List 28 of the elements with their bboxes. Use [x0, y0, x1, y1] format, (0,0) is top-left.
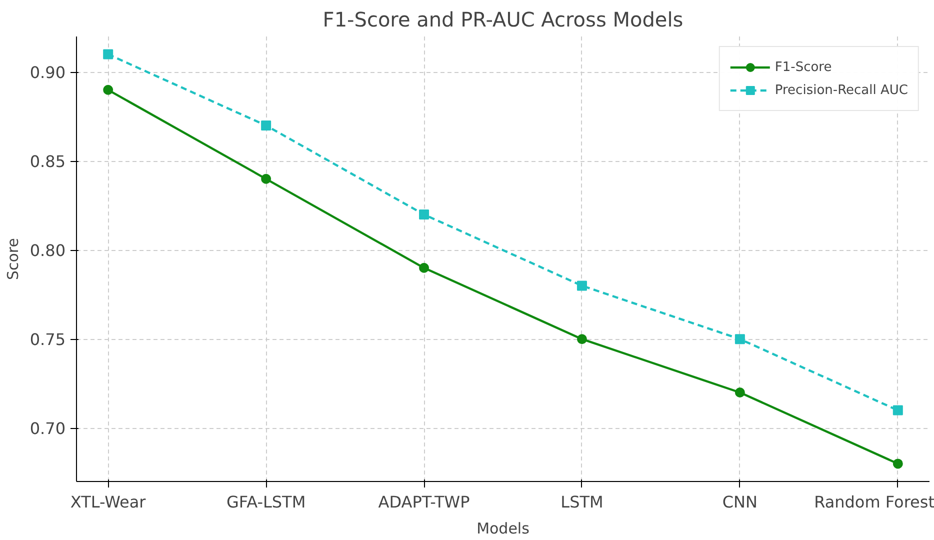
- point: [103, 49, 114, 60]
- y-tick-label: 0.70: [30, 419, 66, 438]
- x-axis-title: Models: [476, 520, 530, 538]
- y-axis-title: Score: [4, 238, 22, 280]
- point: [419, 262, 430, 273]
- point: [576, 334, 587, 344]
- point: [576, 280, 587, 291]
- point: [103, 84, 114, 95]
- x-tick-label: CNN: [722, 492, 758, 512]
- legend-label: F1-Score: [774, 60, 832, 74]
- x-tick-label: LSTM: [560, 492, 604, 512]
- y-tick-label: 0.85: [30, 152, 66, 172]
- x-tick-label: ADAPT-TWP: [378, 492, 470, 512]
- point: [892, 405, 903, 416]
- y-tick-label: 0.80: [30, 241, 66, 260]
- x-tick-label: Random Forest: [814, 492, 934, 512]
- point: [734, 334, 745, 344]
- x-tick-label: XTL-Wear: [70, 492, 146, 512]
- x-tick-label: GFA-LSTM: [226, 492, 306, 512]
- point: [892, 458, 903, 469]
- legend-label: Precision-Recall AUC: [774, 82, 908, 98]
- point: [419, 210, 430, 220]
- y-tick-label: 0.75: [30, 330, 66, 350]
- point: [261, 174, 272, 184]
- point: [261, 120, 272, 130]
- y-tick-label: 0.90: [30, 63, 66, 82]
- point: [734, 388, 745, 398]
- chart-title: F1-Score and PR-AUC Across Models: [322, 8, 684, 32]
